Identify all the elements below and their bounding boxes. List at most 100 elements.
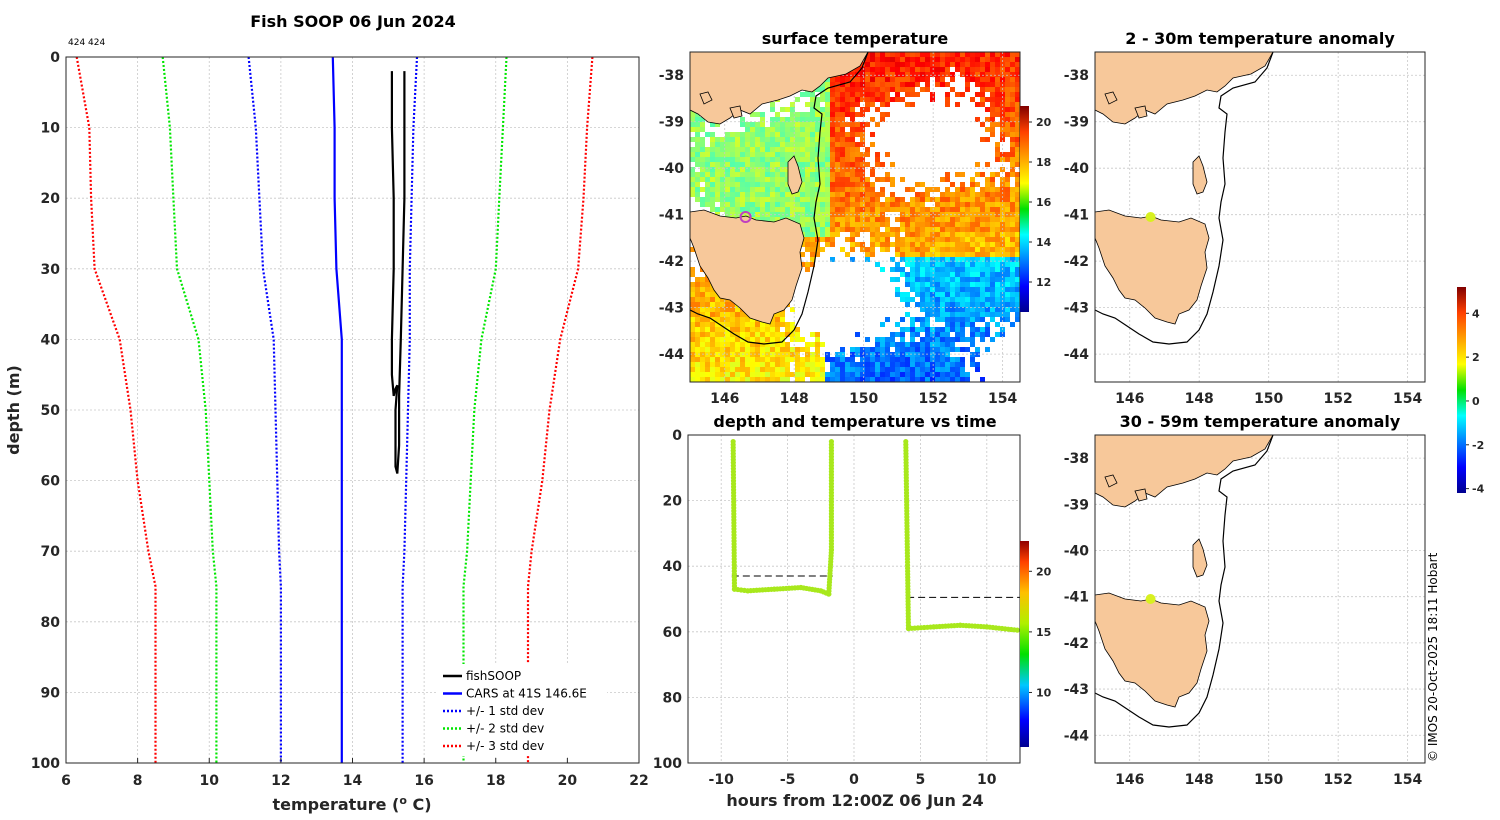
sst-pixel [850,232,855,237]
sst-pixel [820,127,825,132]
sst-pixel [735,357,740,362]
sst-pixel [765,377,770,382]
sst-pixel [880,342,885,347]
sst-pixel [700,282,705,287]
sst-pixel [1000,57,1005,62]
sst-pixel [825,187,830,192]
sst-pixel [735,177,740,182]
sst-pixel [965,77,970,82]
sst-pixel [950,302,955,307]
anomaly-map-2-xtick-label: 154 [1393,772,1422,788]
sst-pixel [740,362,745,367]
sst-pixel [975,62,980,67]
sst-pixel [940,357,945,362]
sst-pixel [810,357,815,362]
sst-pixel [865,107,870,112]
sst-pixel [1005,282,1010,287]
sst-pixel [920,287,925,292]
sst-pixel [1010,162,1015,167]
sst-pixel [925,312,930,317]
sst-pixel [955,227,960,232]
sst-pixel [905,102,910,107]
sst-pixel [820,342,825,347]
sst-pixel [1010,287,1015,292]
sst-pixel [875,222,880,227]
sst-pixel [995,197,1000,202]
sst-pixel [945,102,950,107]
sst-pixel [730,342,735,347]
sst-pixel [1015,287,1020,292]
sst-pixel [805,217,810,222]
sst-pixel [895,92,900,97]
sst-pixel [765,137,770,142]
sst-pixel [910,322,915,327]
sst-pixel [705,167,710,172]
sst-pixel [930,247,935,252]
sst-pixel [1015,62,1020,67]
sst-map-ytick-label: -39 [659,115,684,131]
sst-pixel [885,347,890,352]
sst-pixel [805,227,810,232]
sst-pixel [850,222,855,227]
sst-pixel [880,92,885,97]
sst-pixel [865,257,870,262]
sst-pixel [970,182,975,187]
sst-pixel [790,347,795,352]
sst-pixel [750,367,755,372]
sst-pixel [835,122,840,127]
sst-pixel [915,202,920,207]
sst-pixel [740,187,745,192]
sst-pixel [835,177,840,182]
time-point [1014,627,1020,633]
sst-pixel [780,142,785,147]
sst-pixel [935,77,940,82]
sst-pixel [930,57,935,62]
sst-pixel [965,322,970,327]
profile-lines [75,56,594,763]
sst-pixel [705,282,710,287]
sst-pixel [750,322,755,327]
sst-pixel [810,247,815,252]
sst-pixel [795,367,800,372]
sst-pixel [965,62,970,67]
sst-map-xtick-label: 146 [710,391,739,407]
sst-pixel [735,167,740,172]
sst-pixel [965,72,970,77]
sst-pixel [970,77,975,82]
sst-pixel [695,117,700,122]
sst-pixel [755,132,760,137]
sst-pixel [955,207,960,212]
sst-pixel [900,62,905,67]
sst-pixel [710,357,715,362]
sst-pixel [960,302,965,307]
sst-pixel [965,232,970,237]
sst-pixel [750,182,755,187]
anomaly-map-1-ytick-label: -39 [1064,115,1089,131]
sst-pixel [835,152,840,157]
sst-pixel [780,162,785,167]
sst-pixel [780,337,785,342]
sst-pixel [775,117,780,122]
sst-pixel [995,292,1000,297]
sst-pixel [890,192,895,197]
sst-pixel [740,137,745,142]
sst-pixel [965,267,970,272]
sst-pixel [905,367,910,372]
sst-pixel [970,62,975,67]
sst-pixel [755,352,760,357]
sst-pixel [900,227,905,232]
sst-pixel [985,297,990,302]
sst-pixel [995,282,1000,287]
sst-pixel [855,132,860,137]
sst-pixel [990,122,995,127]
sst-pixel [725,367,730,372]
sst-pixel [855,72,860,77]
sst-pixel [1010,302,1015,307]
sst-pixel [960,257,965,262]
sst-pixel [1015,142,1020,147]
sst-pixel [885,77,890,82]
sst-pixel [735,182,740,187]
sst-pixel [860,357,865,362]
sst-pixel [825,202,830,207]
